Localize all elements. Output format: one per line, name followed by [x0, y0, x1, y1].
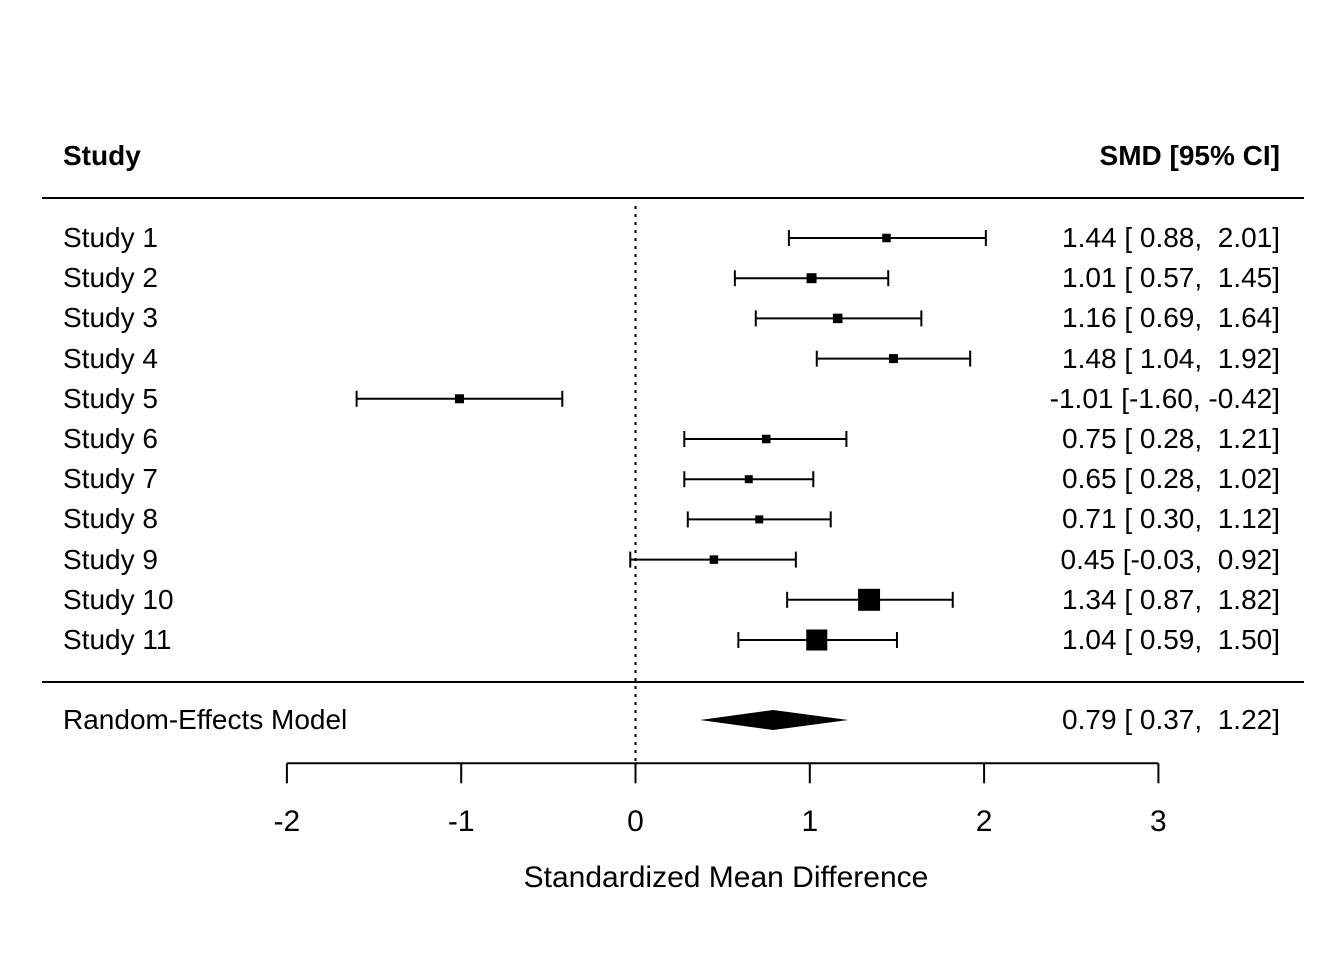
estimate-square [761, 434, 771, 444]
estimate-square [806, 629, 828, 651]
study-label: Study 11 [63, 624, 172, 655]
study-label: Study 3 [63, 302, 158, 334]
estimate-square [806, 273, 817, 284]
study-value: 1.48 [ 1.04, 1.92] [1062, 342, 1280, 374]
study-value: 1.34 [ 0.87, 1.82] [1062, 583, 1280, 615]
study-value: 0.65 [ 0.28, 1.02] [1062, 463, 1280, 495]
x-axis-tick-label: 3 [1150, 805, 1167, 838]
x-axis-title: Standardized Mean Difference [523, 861, 929, 894]
x-axis-tick-label: -2 [273, 805, 301, 838]
study-value: 1.44 [ 0.88, 2.01] [1062, 222, 1280, 253]
estimate-square [454, 394, 464, 404]
study-label: Study 5 [63, 382, 158, 414]
study-label: Study 2 [63, 262, 158, 294]
study-label: Study 1 [63, 222, 158, 253]
study-label: Study 9 [63, 543, 158, 575]
column-header-study: Study [63, 140, 141, 171]
study-value: 0.71 [ 0.30, 1.12] [1062, 503, 1280, 535]
column-header-smd-ci: SMD [95% CI] [1099, 140, 1280, 171]
estimate-square [709, 555, 719, 564]
study-label: Study 8 [63, 503, 158, 535]
x-axis-tick-label: 1 [801, 805, 819, 838]
estimate-square [858, 588, 881, 611]
study-label: Study 4 [63, 342, 158, 374]
summary-diamond [699, 710, 849, 730]
study-value: -1.01 [-1.60, -0.42] [1049, 382, 1280, 414]
x-axis-tick-label: 2 [975, 805, 993, 838]
study-value: 0.75 [ 0.28, 1.21] [1062, 423, 1280, 454]
study-label: Study 6 [63, 423, 158, 454]
x-axis-tick-label: 0 [627, 805, 644, 838]
estimate-square [882, 233, 891, 243]
estimate-square [755, 515, 764, 524]
study-value: 0.45 [-0.03, 0.92] [1060, 543, 1281, 575]
study-value: 1.04 [ 0.59, 1.50] [1062, 624, 1280, 655]
estimate-square [888, 354, 898, 364]
summary-value: 0.79 [ 0.37, 1.22] [1062, 704, 1280, 735]
study-label: Study 10 [63, 583, 174, 615]
study-value: 1.01 [ 0.57, 1.45] [1062, 262, 1280, 294]
estimate-square [832, 313, 843, 324]
study-label: Study 7 [63, 463, 158, 495]
x-axis-tick-label: -1 [447, 805, 475, 838]
study-value: 1.16 [ 0.69, 1.64] [1062, 302, 1280, 334]
summary-label: Random-Effects Model [63, 704, 348, 735]
estimate-square [744, 475, 753, 484]
